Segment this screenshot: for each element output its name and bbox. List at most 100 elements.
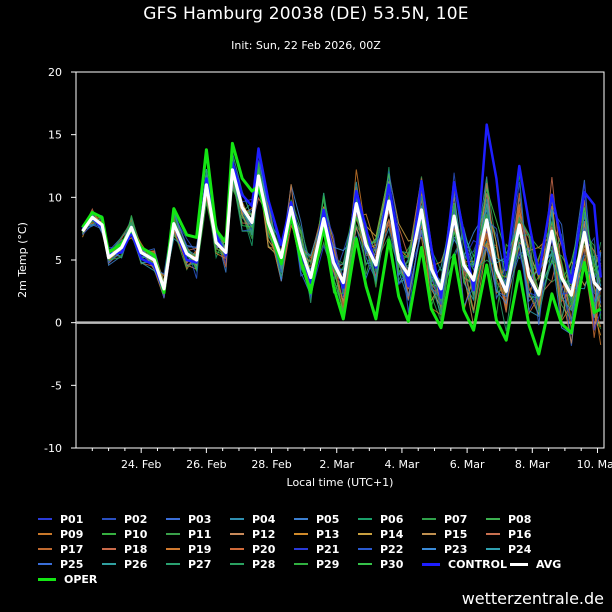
legend-label: P07	[444, 512, 468, 526]
legend-label: P28	[252, 557, 276, 571]
legend-item-p21: P21	[294, 542, 339, 556]
legend-item-p12: P12	[230, 527, 275, 541]
series-line-avg	[81, 168, 602, 297]
legend-swatch	[230, 533, 244, 535]
legend-swatch	[230, 563, 244, 565]
legend-label: P25	[60, 557, 84, 571]
legend-label: P23	[444, 542, 468, 556]
legend-label: P08	[508, 512, 532, 526]
legend-item-p06: P06	[358, 512, 403, 526]
legend-swatch	[358, 533, 372, 535]
y-tick-label: 5	[55, 254, 62, 267]
legend-label: P15	[444, 527, 468, 541]
legend-swatch	[358, 518, 372, 520]
x-axis-label: Local time (UTC+1)	[287, 476, 394, 489]
legend-swatch	[102, 518, 116, 520]
y-tick-label: -5	[51, 379, 62, 392]
legend-swatch	[422, 533, 436, 535]
x-tick-label: 24. Feb	[121, 458, 161, 471]
legend-label: P04	[252, 512, 276, 526]
legend-label: P06	[380, 512, 404, 526]
legend-item-oper: OPER	[38, 572, 97, 586]
x-tick-label: 6. Mar	[450, 458, 485, 471]
legend-swatch	[358, 548, 372, 550]
legend-item-p08: P08	[486, 512, 531, 526]
legend-label: P16	[508, 527, 532, 541]
legend-item-p10: P10	[102, 527, 147, 541]
legend-label: P20	[252, 542, 276, 556]
legend-label: P19	[188, 542, 212, 556]
legend-swatch	[38, 518, 52, 520]
legend-item-control: CONTROL	[422, 557, 507, 571]
legend-item-p02: P02	[102, 512, 147, 526]
legend-label: P30	[380, 557, 404, 571]
legend-swatch	[102, 548, 116, 550]
legend-swatch	[486, 548, 500, 550]
legend-label: P26	[124, 557, 148, 571]
chart-title: GFS Hamburg 20038 (DE) 53.5N, 10E	[143, 4, 469, 24]
legend-item-p22: P22	[358, 542, 403, 556]
y-tick-label: -10	[44, 442, 62, 455]
legend-item-p25: P25	[38, 557, 83, 571]
legend-label: P01	[60, 512, 84, 526]
legend-swatch	[102, 563, 116, 565]
legend-label: P03	[188, 512, 212, 526]
legend-label: P11	[188, 527, 212, 541]
legend-item-p30: P30	[358, 557, 403, 571]
legend-label: P29	[316, 557, 340, 571]
chart-subtitle: Init: Sun, 22 Feb 2026, 00Z	[231, 39, 381, 52]
legend-item-p19: P19	[166, 542, 211, 556]
legend-label: P24	[508, 542, 532, 556]
legend-swatch	[166, 533, 180, 535]
legend-item-p15: P15	[422, 527, 467, 541]
watermark: wetterzentrale.de	[461, 589, 604, 608]
legend-item-p05: P05	[294, 512, 339, 526]
legend-swatch	[166, 518, 180, 520]
legend-label: P27	[188, 557, 212, 571]
legend-item-p11: P11	[166, 527, 211, 541]
legend-item-p04: P04	[230, 512, 275, 526]
legend-swatch	[230, 548, 244, 550]
legend-item-p03: P03	[166, 512, 211, 526]
legend-item-p20: P20	[230, 542, 275, 556]
legend-swatch	[38, 563, 52, 565]
legend-swatch	[510, 562, 528, 566]
legend-item-p16: P16	[486, 527, 531, 541]
legend-item-p27: P27	[166, 557, 211, 571]
legend-swatch	[294, 533, 308, 535]
legend-label: P10	[124, 527, 148, 541]
x-tick-label: 28. Feb	[251, 458, 291, 471]
legend-swatch	[166, 548, 180, 550]
legend-swatch	[102, 533, 116, 535]
x-tick-label: 2. Mar	[319, 458, 354, 471]
legend-swatch	[294, 518, 308, 520]
y-tick-label: 15	[48, 129, 62, 142]
legend-item-p07: P07	[422, 512, 467, 526]
legend-label: P14	[380, 527, 404, 541]
x-tick-label: 4. Mar	[385, 458, 420, 471]
legend-label: P02	[124, 512, 148, 526]
x-tick-label: 8. Mar	[515, 458, 550, 471]
legend-swatch	[294, 548, 308, 550]
legend-swatch	[38, 548, 52, 550]
legend-swatch	[38, 577, 56, 581]
legend-item-p09: P09	[38, 527, 83, 541]
legend-label: CONTROL	[448, 557, 507, 571]
legend-label: AVG	[536, 557, 562, 571]
legend-item-p24: P24	[486, 542, 531, 556]
legend-swatch	[486, 533, 500, 535]
legend-item-p28: P28	[230, 557, 275, 571]
legend-label: P21	[316, 542, 340, 556]
y-tick-label: 20	[48, 66, 62, 79]
legend-label: P13	[316, 527, 340, 541]
legend-item-p18: P18	[102, 542, 147, 556]
legend-swatch	[166, 563, 180, 565]
legend-item-p23: P23	[422, 542, 467, 556]
legend-swatch	[38, 533, 52, 535]
legend-swatch	[422, 562, 440, 566]
legend-swatch	[422, 518, 436, 520]
x-tick-label: 26. Feb	[186, 458, 226, 471]
legend-swatch	[294, 563, 308, 565]
legend-item-p13: P13	[294, 527, 339, 541]
